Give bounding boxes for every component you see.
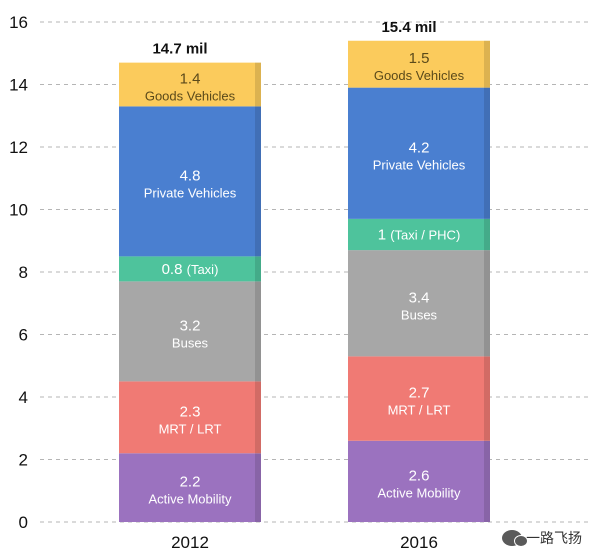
bar-segment — [119, 256, 261, 282]
bar-segment — [119, 281, 261, 382]
bar-total-label: 14.7 mil — [152, 41, 207, 58]
segment-value: 3.4 — [409, 289, 430, 306]
watermark: 一路飞扬 — [502, 528, 582, 548]
bar-segment — [348, 356, 490, 441]
segment-value: 0.8 — [162, 261, 187, 278]
bar-segment-shade — [484, 356, 490, 441]
segment-name: Goods Vehicles — [374, 68, 465, 83]
y-tick-label: 14 — [9, 76, 28, 95]
bar-segment-shade — [255, 281, 261, 382]
segment-value: 2.3 — [180, 403, 201, 420]
x-category-label: 2012 — [171, 533, 209, 552]
y-tick-label: 10 — [9, 201, 28, 220]
bar-segment — [119, 62, 261, 107]
segment-value: 4.8 — [180, 167, 201, 184]
segment-name: (Taxi) — [187, 262, 219, 277]
bar-segment — [348, 440, 490, 522]
segment-name: Buses — [401, 307, 438, 322]
bar-segment-shade — [484, 87, 490, 219]
segment-value: 3.2 — [180, 317, 201, 334]
bar-segment-shade — [484, 40, 490, 88]
x-axis-categories: 2012 2016 — [171, 533, 438, 552]
watermark-text: 一路飞扬 — [526, 531, 582, 547]
bar-segment — [119, 381, 261, 454]
bar-total-label: 15.4 mil — [381, 19, 436, 36]
segment-name: (Taxi / PHC) — [390, 228, 460, 243]
bar-segment-shade — [484, 218, 490, 251]
segment-name: Active Mobility — [377, 485, 461, 500]
bar-segment — [119, 453, 261, 522]
bar-segment — [348, 87, 490, 219]
x-category-label: 2016 — [400, 533, 438, 552]
bar-segment — [119, 106, 261, 257]
segment-value: 1.4 — [180, 71, 201, 88]
y-tick-label: 12 — [9, 138, 28, 157]
segment-value: 1.5 — [409, 50, 430, 67]
segment-value: 2.2 — [180, 474, 201, 491]
y-tick-label: 8 — [19, 263, 28, 282]
segment-value: 2.7 — [409, 385, 430, 402]
bar-segment — [348, 218, 490, 251]
bar-segment-shade — [255, 381, 261, 454]
bar-segment — [348, 250, 490, 357]
bar-segment-shade — [484, 440, 490, 522]
segment-name: Private Vehicles — [373, 157, 466, 172]
segment-value: 1 — [378, 227, 391, 244]
bar-segment-shade — [484, 250, 490, 357]
segment-label: 1 (Taxi / PHC) — [378, 227, 461, 244]
segment-label: 0.8 (Taxi) — [162, 261, 219, 278]
wechat-icon — [502, 530, 528, 547]
y-tick-label: 16 — [9, 13, 28, 32]
bar-segment-shade — [255, 256, 261, 282]
segment-value: 2.6 — [409, 467, 430, 484]
y-tick-label: 2 — [19, 451, 28, 470]
bar-segment-shade — [255, 106, 261, 257]
segment-name: Active Mobility — [148, 492, 232, 507]
y-tick-label: 4 — [19, 388, 28, 407]
segment-name: Buses — [172, 335, 209, 350]
segment-name: Private Vehicles — [144, 185, 237, 200]
bar-segment-shade — [255, 62, 261, 107]
segment-name: Goods Vehicles — [145, 89, 236, 104]
y-tick-label: 6 — [19, 326, 28, 345]
segment-value: 4.2 — [409, 139, 430, 156]
y-axis-ticks: 0 2 4 6 8 10 12 14 16 — [9, 13, 28, 532]
y-tick-label: 0 — [19, 513, 28, 532]
segment-name: MRT / LRT — [388, 403, 451, 418]
bar-segment — [348, 40, 490, 88]
bar-segment-shade — [255, 453, 261, 522]
segment-name: MRT / LRT — [159, 421, 222, 436]
